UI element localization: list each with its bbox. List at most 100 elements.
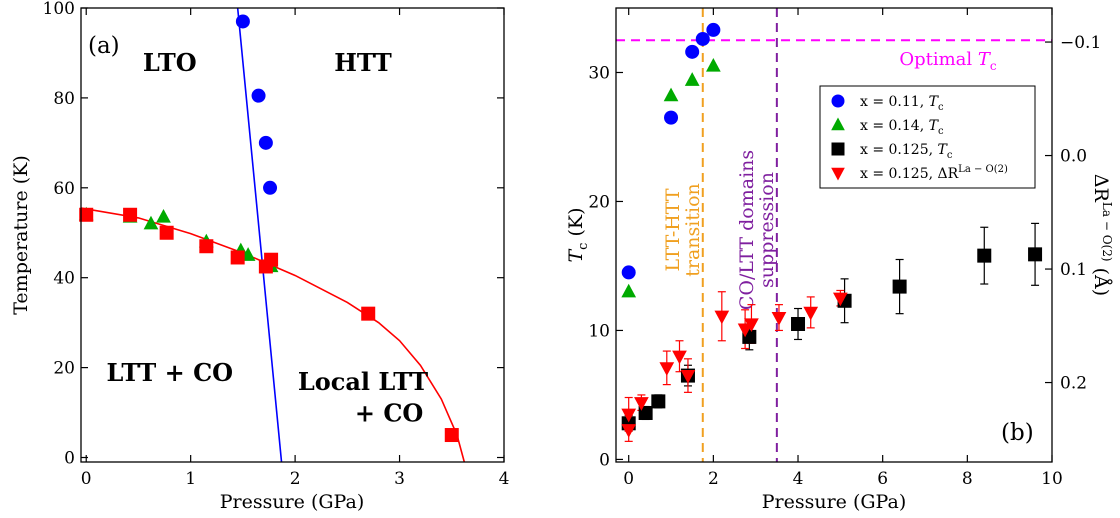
panel-b-point-1-3 [706, 57, 721, 72]
panel-a-ylabel: Temperature (K) [10, 155, 32, 315]
panel-b-point-2-7 [892, 279, 907, 294]
panel-b-point-0-4 [706, 22, 721, 37]
panel-a-point-2-8 [444, 428, 459, 443]
panel-b-point-0-0 [621, 265, 636, 280]
panel-a-xtick-label-2: 2 [290, 469, 301, 489]
panel-b-ticks: 0 2 4 6 8 10 0 10 20 30 −0.1 0.0 0.1 0.2 [588, 8, 1101, 489]
legend-marker-3 [831, 167, 845, 181]
panel-b-right-ylabel: ΔRLa − O(2) (Å) [1090, 174, 1114, 296]
panel-a-region-label-4: + CO [355, 399, 423, 428]
panel-b-point-0-3 [695, 31, 710, 46]
panel-a-point-0-0 [235, 14, 250, 29]
panel-b-point-3-3 [659, 362, 675, 376]
panel-b-point-2-5 [791, 316, 806, 331]
panel-a-point-1-2 [143, 215, 159, 230]
panel-a-xtick-label-0: 0 [81, 469, 92, 489]
panel-b-xtick-label-4: 8 [962, 469, 973, 489]
legend-marker-0 [831, 94, 845, 108]
panel-b-right-ytick-label-0: −0.1 [1060, 33, 1101, 53]
panel-a-xtick-label-1: 1 [185, 469, 196, 489]
panel-a-point-2-2 [159, 225, 174, 240]
panel-a-region-label-0: LTO [143, 48, 197, 77]
panel-a-ytick-label-1: 20 [53, 359, 75, 379]
panel-a-point-0-3 [263, 180, 278, 195]
panel-b-point-1-0 [621, 283, 637, 298]
panel-b-legend: x = 0.11, Tc x = 0.14, Tc x = 0.125, Tc x =… [819, 85, 1036, 189]
legend-label-2: x = 0.125, Tc [860, 142, 953, 161]
optimal-tc-text: Optimal [899, 49, 978, 70]
panel-b-point-2-2 [651, 394, 666, 409]
legend-label-0: x = 0.11, Tc [860, 94, 944, 113]
panel-b-point-3-0 [621, 408, 637, 423]
panel-a-xtick-label-4: 4 [499, 469, 510, 489]
panel-b-ytick-label-3: 30 [588, 63, 610, 83]
panel-a-xlabel: Pressure (GPa) [220, 491, 364, 513]
legend-box [819, 85, 1036, 189]
panel-a-region-label-3: Local LTT [298, 367, 428, 396]
panel-b-point-1-1 [663, 87, 679, 102]
panel-b-right-ytick-label-2: 0.1 [1060, 260, 1087, 280]
panel-a-point-2-1 [123, 207, 138, 222]
panel-b-point-1-2 [684, 72, 700, 86]
panel-b-point-2-9 [1028, 247, 1043, 262]
panel-b-point-3-2 [634, 397, 649, 411]
panel-b-xtick-label-0: 0 [623, 469, 634, 489]
panel-b-point-0-2 [685, 44, 700, 59]
panel-a-ytick-label-3: 60 [53, 179, 75, 199]
panel-a-point-2-0 [79, 207, 94, 222]
legend-marker-2 [831, 142, 845, 156]
panel-b-point-3-9 [771, 311, 787, 326]
panel-a-line-0 [236, 7, 283, 463]
legend-marker-1 [831, 117, 845, 131]
panel-a-point-2-6 [264, 252, 279, 267]
panel-b-point-3-1 [621, 424, 637, 438]
panel-b-point-3-6 [714, 310, 730, 325]
panel-a-region-label-1: HTT [334, 48, 392, 77]
panel-a-ytick-label-0: 0 [64, 449, 75, 469]
panel-b-point-3-11 [832, 292, 848, 307]
panel-b-point-3-5 [680, 369, 696, 384]
panel-b-point-3-4 [672, 350, 687, 365]
panel-b-right-ytick-label-1: 0.0 [1060, 147, 1087, 167]
panel-b-xtick-label-3: 6 [877, 469, 888, 489]
panel-a-ytick-label-2: 40 [53, 269, 75, 289]
panel-a-region-label-2: LTT + CO [106, 358, 233, 387]
vline-label-line2: suppression [756, 172, 778, 288]
panel-a-ytick-label-4: 80 [53, 89, 75, 109]
panel-a-point-2-3 [199, 239, 214, 254]
panel-a-point-1-3 [156, 208, 171, 223]
vline-label-line1: LTT-HTT [662, 188, 684, 271]
panel-a-plot-area: LTO HTT LTT + CO Local LTT + CO [78, 7, 466, 463]
panel-a-label: (a) [88, 33, 120, 59]
panel-b-frame [615, 7, 1053, 463]
panel-b-xtick-label-2: 4 [793, 469, 804, 489]
panel-b-xtick-label-5: 10 [1041, 469, 1063, 489]
panel-b-point-0-1 [664, 110, 679, 125]
legend-label-1: x = 0.14, Tc [860, 118, 944, 137]
panel-a-xtick-label-3: 3 [394, 469, 405, 489]
panel-a-point-0-2 [258, 135, 273, 150]
panel-b-xtick-label-1: 2 [708, 469, 719, 489]
panel-a-point-2-7 [361, 306, 376, 321]
panel-b-point-2-8 [977, 248, 992, 263]
panel-b-ytick-label-0: 0 [599, 450, 610, 470]
panel-b-right-ytick-label-3: 0.2 [1060, 374, 1087, 394]
legend-label-3: x = 0.125, ΔRLa − O(2) [860, 164, 1008, 182]
panel-a-frame [80, 7, 505, 463]
vline-label-line2: transition [682, 183, 704, 277]
panel-a-point-2-4 [230, 250, 245, 265]
vline-label-line1: CO/LTT domains [736, 150, 758, 310]
panel-b-point-2-1 [638, 405, 653, 420]
panel-a-ytick-label-5: 100 [43, 0, 75, 19]
panel-b-ylabel: Tc (K) [565, 207, 591, 262]
panel-a-point-0-1 [251, 88, 266, 103]
panel-b-ytick-label-2: 20 [588, 192, 610, 212]
panel-b-point-3-10 [803, 306, 819, 321]
